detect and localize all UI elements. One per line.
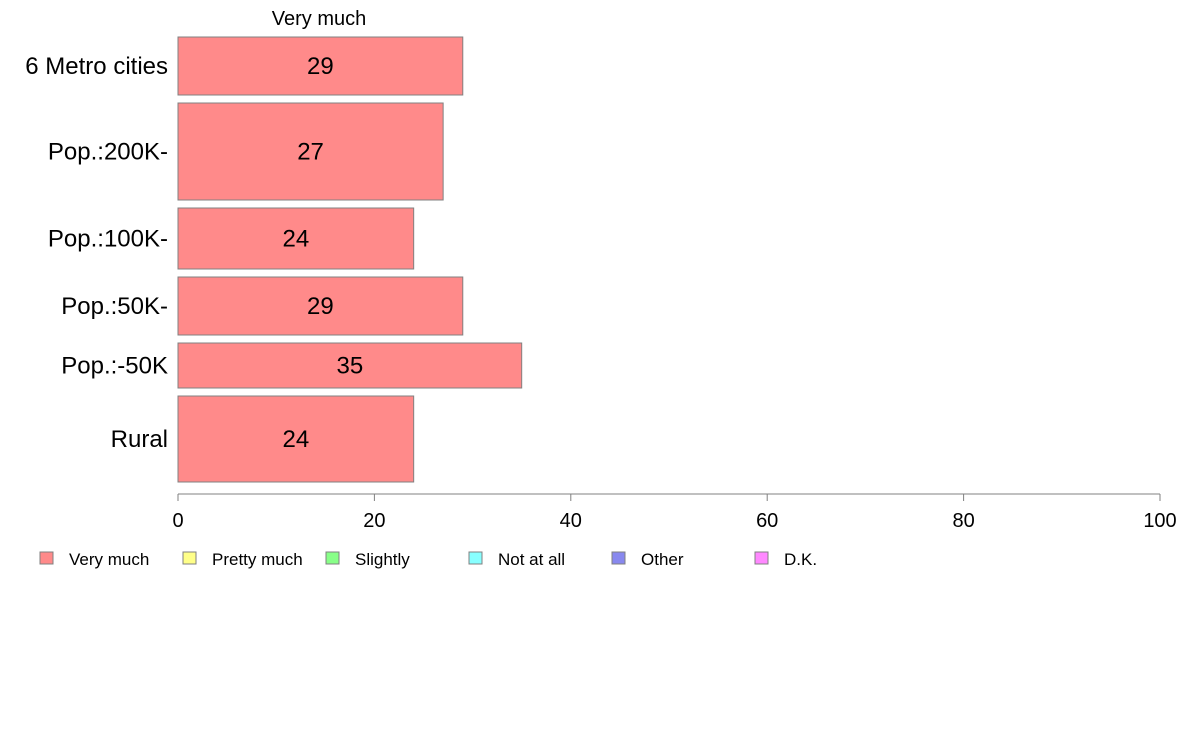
legend-swatch-0	[39, 551, 54, 565]
category-label-4: Pop.:-50K	[61, 353, 168, 380]
bar-1	[177, 102, 444, 201]
legend-label-4: Other	[641, 550, 684, 569]
legend: Very much Pretty much Slightly Not at all Ot…	[39, 550, 817, 569]
legend-label-2: Slightly	[355, 550, 410, 569]
data-label-4: 35	[336, 353, 363, 380]
data-label-5: 24	[282, 426, 309, 453]
data-label-0: 29	[307, 53, 334, 80]
column-title: Very much	[272, 8, 366, 30]
x-tick-label-5: 100	[1143, 510, 1176, 532]
legend-label-0: Very much	[69, 550, 149, 569]
data-label-1: 27	[297, 139, 324, 166]
legend-swatch-3	[468, 551, 483, 565]
legend-swatch-1	[182, 551, 197, 565]
data-label-2: 24	[282, 226, 309, 253]
category-label-3: Pop.:50K-	[61, 293, 168, 320]
x-tick-label-2: 40	[560, 510, 582, 532]
bar-5	[177, 395, 415, 483]
legend-label-1: Pretty much	[212, 550, 303, 569]
legend-label-3: Not at all	[498, 550, 565, 569]
bar-3	[177, 276, 464, 336]
data-label-3: 29	[307, 293, 334, 320]
category-label-2: Pop.:100K-	[48, 226, 168, 253]
bar-4	[177, 342, 523, 389]
legend-swatch-5	[754, 551, 769, 565]
legend-swatch-2	[325, 551, 340, 565]
x-tick-label-0: 0	[172, 510, 183, 532]
legend-label-5: D.K.	[784, 550, 817, 569]
bars-layer: 6 Metro cities 29 Pop.:200K- 27 Pop.:100K- 24…	[25, 36, 523, 483]
bar-0	[177, 36, 464, 96]
x-tick-label-3: 60	[756, 510, 778, 532]
x-tick-label-1: 20	[363, 510, 385, 532]
category-label-5: Rural	[111, 426, 168, 453]
category-label-0: 6 Metro cities	[25, 53, 168, 80]
category-label-1: Pop.:200K-	[48, 139, 168, 166]
x-axis: 0 20 40 60 80 100	[172, 493, 1177, 532]
legend-swatch-4	[611, 551, 626, 565]
x-tick-label-4: 80	[952, 510, 974, 532]
bar-2	[177, 207, 415, 270]
